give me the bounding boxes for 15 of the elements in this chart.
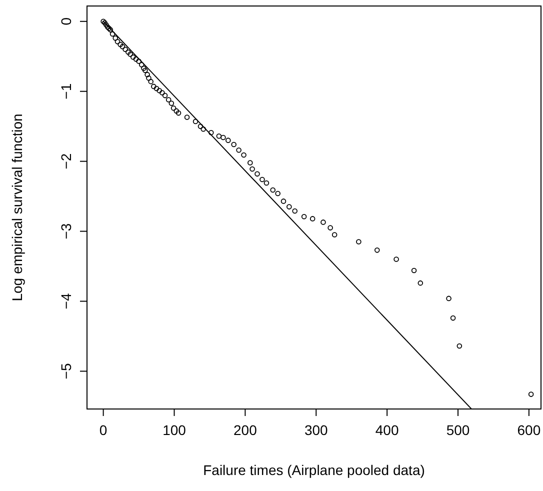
x-tick-label: 400 (375, 422, 399, 438)
x-tick-label: 600 (517, 422, 541, 438)
y-tick-label: −5 (58, 363, 74, 380)
x-tick-label: 100 (162, 422, 186, 438)
y-tick-label: −4 (58, 293, 74, 310)
y-tick-label: −2 (58, 153, 74, 170)
x-tick-label: 300 (304, 422, 328, 438)
x-tick-label: 500 (446, 422, 470, 438)
y-tick-label: −1 (58, 83, 74, 100)
y-axis-title: Log empirical survival function (9, 114, 25, 302)
y-tick-label: 0 (58, 17, 74, 26)
x-tick-label: 200 (234, 422, 258, 438)
x-tick-label: 0 (99, 422, 108, 438)
x-axis-title: Failure times (Airplane pooled data) (203, 462, 425, 478)
y-tick-label: −3 (58, 223, 74, 240)
